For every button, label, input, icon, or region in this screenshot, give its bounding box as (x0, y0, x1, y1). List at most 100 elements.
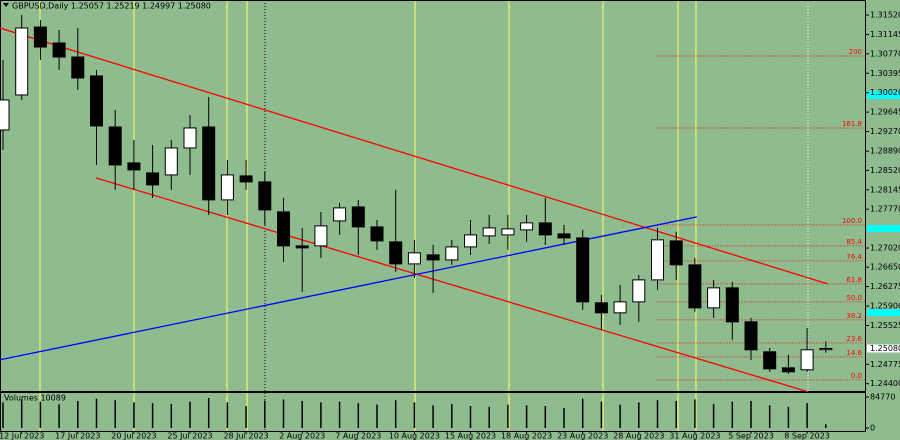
candle-body (52, 42, 66, 58)
fib-label: 100.0 (842, 217, 862, 225)
candle-body (407, 252, 421, 265)
current-price-label: 1.25080 (870, 344, 900, 353)
price-panel-frame (0, 0, 866, 392)
candle-body (277, 211, 290, 247)
y-tick-label: 1.28520 (870, 166, 900, 175)
candle-body (71, 56, 85, 79)
candle-body (632, 279, 646, 303)
fib-label: 76.4 (846, 253, 862, 261)
volume-panel-frame (0, 392, 866, 432)
candle-body (295, 245, 309, 249)
trendline (95, 177, 809, 393)
y-tick-label: 1.27020 (870, 244, 900, 253)
candle-body (819, 348, 833, 351)
x-tick-label: 20 Jul 2023 (111, 432, 156, 440)
fib-label: 200 (849, 48, 862, 56)
candle-body (0, 99, 10, 131)
y-tick-label: 1.29270 (870, 127, 900, 136)
candle-body (164, 147, 178, 176)
candle-body (576, 237, 590, 303)
candle-body (183, 127, 197, 149)
y-tick-label: 1.30395 (870, 69, 900, 78)
candle-body (613, 301, 627, 314)
candle-body (370, 226, 384, 242)
candle-body (482, 227, 496, 237)
candle-body (651, 239, 664, 281)
x-tick-label: 31 Aug 2023 (669, 432, 720, 440)
candle-body (426, 254, 440, 261)
level-highlight (867, 91, 900, 99)
fib-label: 23.6 (846, 335, 862, 343)
x-tick-label: 7 Aug 2023 (335, 432, 381, 440)
candle-body (557, 233, 571, 239)
candle-body (202, 126, 216, 201)
candle-body (594, 302, 608, 314)
level-highlight (867, 225, 900, 232)
y-tick-label: 1.30020 (870, 88, 900, 97)
candle-body (258, 181, 272, 211)
fib-label: 0.0 (851, 372, 862, 380)
fib-label: 85.4 (846, 238, 862, 246)
candle-body (90, 75, 103, 127)
x-tick-label: 18 Aug 2023 (501, 432, 552, 440)
y-tick-label: 1.27770 (870, 205, 900, 214)
volume-tick-label: 84770 (870, 393, 895, 402)
candle-body (763, 351, 777, 370)
volume-tick-label: 0 (870, 424, 875, 433)
y-tick-label: 1.29645 (870, 108, 900, 117)
candle-body (15, 27, 29, 96)
candle-body (800, 349, 814, 371)
candle-body (464, 234, 477, 248)
candle-body (725, 287, 739, 323)
x-tick-label: 5 Sep 2023 (728, 432, 774, 440)
header-icon (3, 3, 9, 7)
x-tick-label: 23 Aug 2023 (557, 432, 608, 440)
x-tick-label: 17 Jul 2023 (55, 432, 100, 440)
y-tick-label: 1.31520 (870, 11, 900, 20)
candle-body (389, 241, 403, 265)
candle-body (501, 228, 515, 236)
y-tick-label: 1.26275 (870, 282, 900, 291)
candle-body (127, 162, 141, 171)
candle-body (333, 207, 347, 222)
candle-body (239, 175, 253, 183)
x-tick-label: 8 Sep 2023 (784, 432, 830, 440)
y-tick-label: 1.24400 (870, 379, 900, 388)
x-tick-label: 2 Aug 2023 (279, 432, 325, 440)
y-tick-label: 1.25525 (870, 321, 900, 330)
candle-body (33, 26, 47, 48)
volume-label: Volumes 10089 (4, 394, 66, 403)
candle-body (669, 240, 683, 266)
candle-body (314, 225, 328, 247)
y-tick-label: 1.24775 (870, 360, 900, 369)
candle-body (538, 222, 552, 236)
x-tick-label: 28 Aug 2023 (613, 432, 664, 440)
fib-label: 161.8 (842, 120, 862, 128)
y-tick-label: 1.28890 (870, 147, 900, 156)
y-tick-label: 1.30770 (870, 49, 900, 58)
level-highlight (867, 309, 900, 316)
candle-body (688, 264, 702, 309)
x-tick-label: 10 Aug 2023 (389, 432, 440, 440)
candle-body (707, 287, 721, 309)
candle-body (744, 321, 758, 351)
candle-body (445, 246, 459, 261)
current-price-box (867, 344, 900, 353)
y-tick-label: 1.31145 (870, 30, 900, 39)
trendline (0, 27, 828, 285)
candle-body (781, 367, 795, 373)
candle-body (220, 174, 234, 201)
y-tick-label: 1.28145 (870, 185, 900, 194)
y-tick-label: 1.26650 (870, 263, 900, 272)
fib-label: 50.0 (846, 294, 862, 302)
candle-body (146, 172, 160, 186)
candle-body (351, 206, 365, 228)
fib-label: 61.8 (846, 276, 862, 284)
fib-label: 14.6 (846, 349, 862, 357)
x-tick-label: 12 Jul 2023 (0, 432, 44, 440)
chart-header: GBPUSD,Daily 1.25057 1.25219 1.24997 1.2… (12, 2, 211, 11)
x-tick-label: 28 Jul 2023 (223, 432, 268, 440)
